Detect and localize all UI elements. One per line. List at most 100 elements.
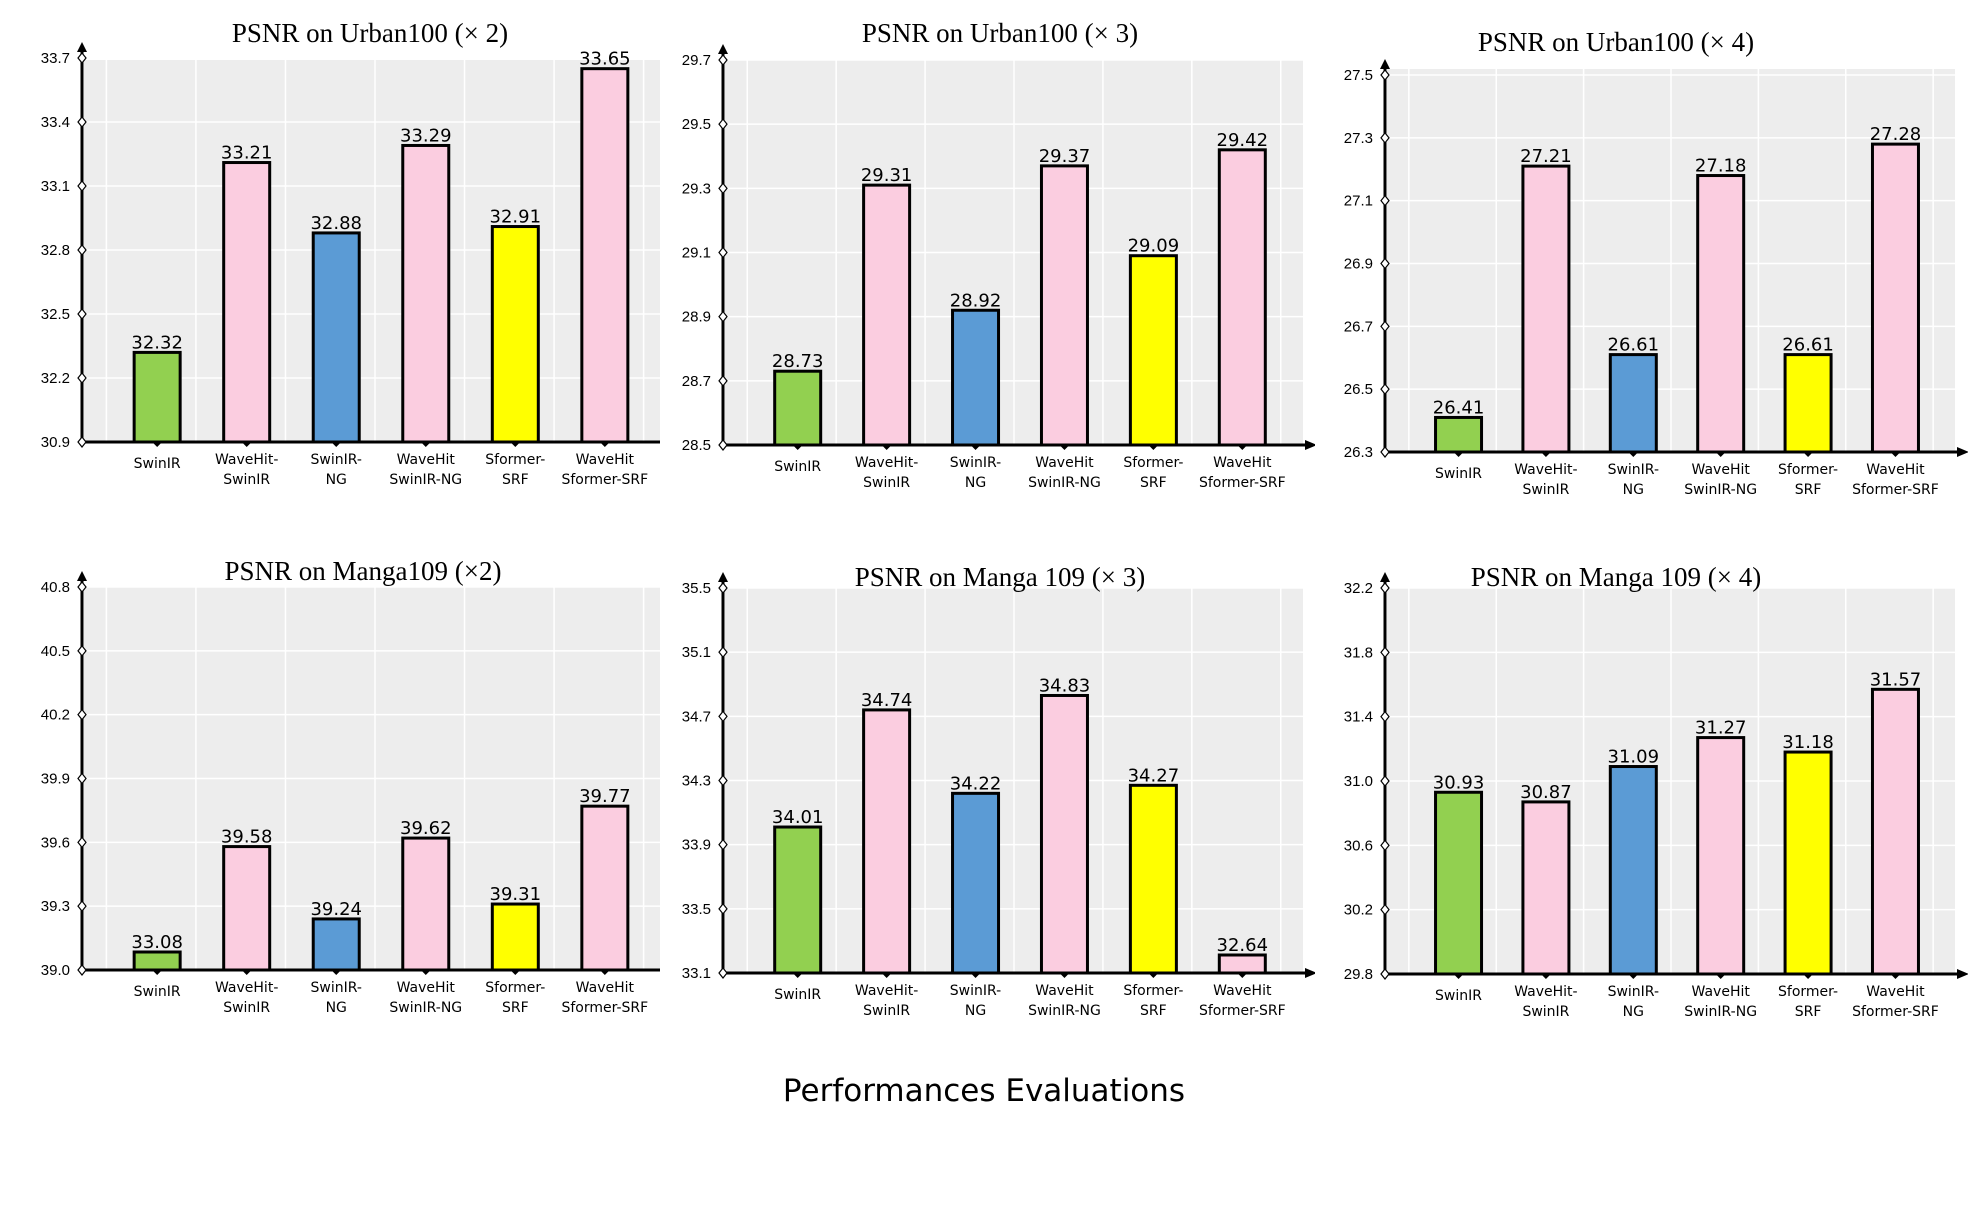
y-tick-mark: [77, 372, 87, 384]
bar: [951, 791, 1001, 975]
bar: [1696, 174, 1746, 454]
x-tick-mark: [152, 442, 163, 447]
y-tick-mark: [77, 52, 87, 64]
data-label: 33.29: [400, 125, 452, 146]
category-label: SwinIR-NG: [1684, 482, 1757, 498]
y-tick-mark: [1380, 131, 1390, 144]
chart-title: PSNR on Manga 109 (× 4): [1471, 562, 1761, 592]
category-label: SwinIR: [223, 472, 270, 488]
y-axis-arrow: [718, 572, 728, 582]
chart-title: PSNR on Manga109 (×2): [225, 556, 502, 586]
x-axis-arrow: [1957, 969, 1968, 979]
y-tick-mark: [718, 582, 728, 594]
y-tick-label: 28.7: [682, 373, 711, 390]
y-tick-mark: [1380, 903, 1390, 916]
category-label: SwinIR-: [311, 980, 362, 996]
y-tick-mark: [77, 964, 87, 976]
y-tick-mark: [77, 772, 87, 785]
x-tick-mark: [1540, 452, 1551, 457]
y-tick-label: 32.5: [41, 306, 70, 323]
y-tick-label: 32.8: [41, 242, 70, 259]
category-label: WaveHit-: [215, 452, 278, 468]
data-label: 31.09: [1608, 747, 1660, 768]
x-tick-mark: [1803, 974, 1814, 979]
y-tick-mark: [77, 644, 87, 657]
y-tick-label: 39.3: [41, 898, 70, 915]
x-axis-arrow: [1305, 968, 1315, 978]
x-tick-mark: [1148, 445, 1159, 450]
x-tick-mark: [1453, 452, 1464, 457]
category-label: WaveHit: [397, 980, 456, 996]
y-tick-label: 26.3: [1344, 444, 1373, 461]
chart-manga109-x2: PSNR on Manga109 (×2) 39.0 39.3 39.6 39.9 40.…: [41, 556, 660, 1016]
category-label: WaveHit: [1866, 462, 1925, 478]
y-tick-mark: [718, 838, 728, 851]
bar: [222, 161, 272, 444]
y-tick-mark: [718, 54, 728, 66]
bar: [580, 67, 630, 444]
category-label: SwinIR-NG: [1028, 1003, 1101, 1019]
data-label: 39.58: [221, 827, 273, 848]
y-tick-label: 27.1: [1344, 193, 1373, 210]
bar: [1521, 800, 1571, 976]
y-tick-mark: [718, 774, 728, 787]
chart-title: PSNR on Urban100 (× 4): [1478, 27, 1754, 57]
bar: [1870, 142, 1920, 454]
y-tick-label: 30.6: [1344, 837, 1373, 854]
y-tick-mark: [1380, 775, 1390, 787]
category-label: WaveHit-: [1514, 462, 1577, 478]
bar: [862, 708, 912, 975]
y-axis-arrow: [718, 44, 728, 54]
y-tick-label: 33.9: [682, 837, 711, 854]
y-axis-arrow: [77, 571, 87, 581]
category-label: Sformer-SRF: [1199, 475, 1286, 491]
bar: [862, 183, 912, 447]
category-label: SwinIR-NG: [389, 472, 462, 488]
y-tick-label: 34.7: [682, 708, 711, 725]
bar: [1128, 783, 1178, 975]
y-tick-label: 33.1: [682, 965, 711, 982]
y-tick-mark: [77, 900, 87, 913]
y-tick-label: 29.3: [682, 180, 711, 197]
x-tick-mark: [331, 442, 342, 447]
y-tick-label: 29.7: [682, 52, 711, 69]
data-label: 26.61: [1782, 335, 1834, 356]
chart-title: PSNR on Urban100 (× 3): [862, 20, 1138, 48]
bar: [222, 845, 272, 972]
data-label: 26.41: [1433, 397, 1485, 418]
y-tick-mark: [1380, 710, 1390, 723]
data-label: 27.21: [1520, 146, 1572, 167]
y-tick-label: 33.1: [41, 178, 70, 195]
bar: [1608, 353, 1658, 454]
data-label: 31.27: [1695, 718, 1747, 739]
x-tick-mark: [1803, 452, 1814, 457]
bar: [1434, 790, 1484, 976]
y-tick-label: 26.9: [1344, 256, 1373, 273]
y-tick-label: 34.3: [682, 773, 711, 790]
category-label: SwinIR: [863, 1003, 910, 1019]
category-label: SwinIR: [1435, 466, 1482, 482]
data-label: 32.32: [131, 332, 183, 353]
x-tick-mark: [1890, 974, 1901, 979]
x-tick-mark: [1148, 973, 1159, 978]
bar: [1039, 164, 1089, 447]
data-label: 27.18: [1695, 156, 1747, 177]
y-tick-mark: [718, 374, 728, 387]
x-tick-mark: [881, 973, 892, 978]
y-tick-mark: [718, 182, 728, 195]
y-tick-mark: [718, 246, 728, 259]
x-axis-arrow: [1957, 447, 1968, 457]
x-tick-mark: [1628, 452, 1639, 457]
y-tick-mark: [718, 118, 728, 131]
y-tick-label: 39.0: [41, 962, 70, 979]
category-label: SwinIR: [134, 984, 181, 1000]
data-label: 39.77: [579, 786, 631, 807]
bar: [1783, 750, 1833, 976]
data-label: 34.01: [772, 807, 824, 828]
data-label: 34.27: [1128, 765, 1180, 786]
y-tick-label: 40.2: [41, 707, 70, 724]
y-tick-label: 40.8: [41, 579, 70, 596]
data-label: 31.57: [1870, 669, 1922, 690]
category-label: SwinIR-: [311, 452, 362, 468]
